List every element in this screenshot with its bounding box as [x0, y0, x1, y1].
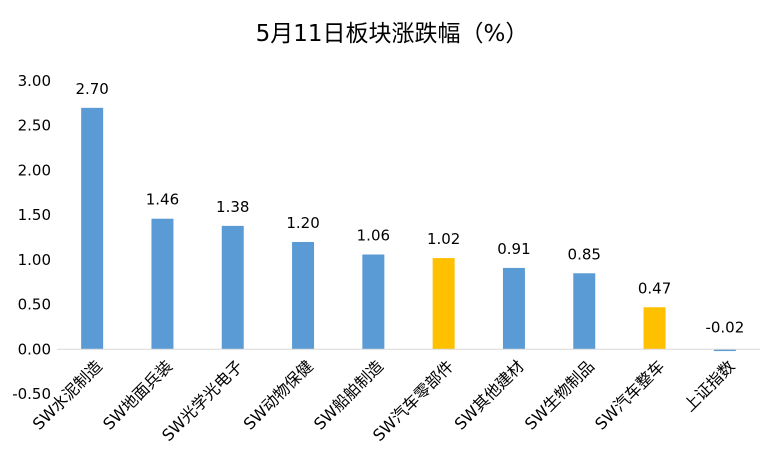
chart-title: 5月11日板块涨跌幅（%）: [256, 21, 529, 47]
bar: [713, 349, 736, 352]
y-tick-label: -0.50: [12, 385, 51, 403]
data-label: 1.02: [427, 230, 460, 248]
data-label: 0.91: [497, 240, 530, 258]
bar: [151, 218, 174, 350]
y-tick-label: 1.50: [18, 206, 51, 224]
x-tick-label: SW汽车整车: [591, 357, 668, 434]
data-label: 1.46: [146, 191, 179, 209]
data-label: 0.85: [568, 245, 601, 263]
bar: [502, 267, 525, 350]
x-tick-label: SW地面兵装: [99, 357, 176, 434]
data-label: 2.70: [75, 80, 108, 98]
y-axis: -0.50 0.00 0.50 1.00 1.50 2.00 2.50 3.00: [12, 72, 51, 403]
data-label: 0.47: [638, 279, 671, 297]
y-tick-label: 0.00: [18, 340, 51, 358]
x-tick-label: 上证指数: [680, 357, 739, 416]
bar: [573, 273, 596, 350]
bar: [221, 225, 244, 350]
y-tick-label: 2.00: [18, 161, 51, 179]
y-tick-label: 0.50: [18, 296, 51, 314]
x-tick-label: SW生物制品: [521, 357, 598, 434]
data-labels: 2.70 1.46 1.38 1.20 1.06 1.02 0.91 0.85 0.47 -0.0…: [75, 80, 744, 336]
bar: [643, 307, 666, 350]
y-tick-label: 3.00: [18, 72, 51, 90]
bar: [362, 254, 385, 350]
bars: [81, 107, 736, 352]
bar: [81, 107, 104, 350]
data-label: 1.06: [357, 226, 390, 244]
bar: [432, 258, 455, 350]
bar: [292, 241, 315, 350]
x-tick-label: SW其他建材: [451, 357, 528, 434]
data-label: -0.02: [705, 318, 744, 336]
data-label: 1.38: [216, 198, 249, 216]
y-tick-label: 1.00: [18, 251, 51, 269]
y-tick-label: 2.50: [18, 117, 51, 135]
x-tick-label: SW船舶制造: [310, 357, 387, 434]
x-axis: SW水泥制造SW地面兵装SW光学光电子SW动物保健SW船舶制造SW汽车零部件SW…: [29, 348, 760, 445]
data-label: 1.20: [286, 214, 319, 232]
x-tick-label: SW动物保健: [240, 357, 317, 434]
